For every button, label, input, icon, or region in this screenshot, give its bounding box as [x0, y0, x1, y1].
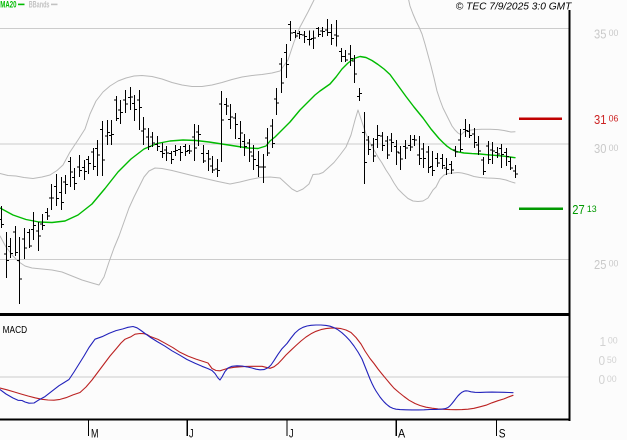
svg-text:J: J [289, 427, 294, 440]
svg-text:MACD: MACD [3, 324, 28, 336]
svg-text:13: 13 [587, 204, 597, 215]
svg-text:S: S [499, 427, 506, 440]
svg-text:25: 25 [594, 257, 606, 272]
svg-text:M: M [91, 427, 99, 440]
svg-text:A: A [398, 427, 405, 440]
svg-text:35: 35 [594, 26, 606, 41]
svg-text:50: 50 [607, 355, 617, 366]
svg-text:00: 00 [607, 374, 617, 385]
svg-text:0: 0 [599, 353, 606, 368]
svg-text:27: 27 [572, 202, 584, 217]
svg-text:© TEC 7/9/2025 3:0 GMT: © TEC 7/9/2025 3:0 GMT [456, 1, 572, 12]
svg-text:31: 31 [594, 112, 606, 127]
svg-text:0: 0 [599, 372, 606, 387]
svg-text:1: 1 [600, 334, 607, 349]
svg-text:00: 00 [609, 28, 619, 39]
svg-text:J: J [189, 427, 194, 440]
svg-text:30: 30 [594, 141, 606, 156]
svg-text:06: 06 [609, 114, 619, 125]
svg-text:00: 00 [609, 259, 619, 270]
svg-text:MA20: MA20 [0, 0, 16, 10]
svg-text:BBands: BBands [29, 0, 50, 10]
svg-text:00: 00 [609, 143, 619, 154]
svg-text:00: 00 [608, 336, 618, 347]
